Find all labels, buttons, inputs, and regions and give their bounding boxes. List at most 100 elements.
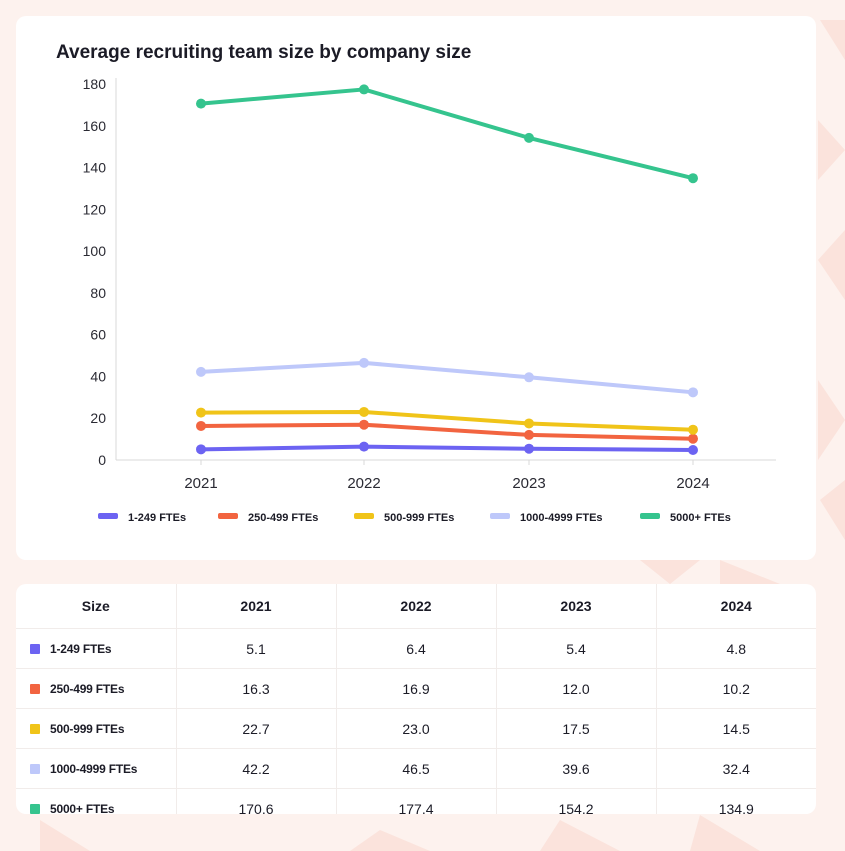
- table-cell-value: 17.5: [496, 708, 657, 749]
- data-point: [359, 406, 369, 417]
- y-tick-label: 40: [90, 368, 106, 384]
- x-tick-label: 2024: [676, 475, 709, 492]
- data-point: [196, 366, 206, 377]
- data-point: [359, 357, 369, 368]
- table-cell-size: 5000+ FTEs: [16, 788, 177, 815]
- legend-label: 1-249 FTEs: [128, 512, 186, 524]
- table-cell-value: 16.3: [176, 668, 337, 709]
- data-point: [359, 441, 369, 452]
- y-tick-label: 180: [83, 76, 107, 92]
- table-cell-value: 170.6: [176, 788, 337, 814]
- y-tick-label: 100: [83, 243, 107, 259]
- table-cell-value: 14.5: [656, 708, 816, 749]
- data-point: [196, 444, 206, 455]
- legend-swatch-icon: [640, 513, 660, 519]
- x-tick-label: 2021: [184, 475, 217, 492]
- table-header-year: 2024: [720, 598, 752, 614]
- table-cell-value: 12.0: [496, 668, 657, 709]
- row-label: 250-499 FTEs: [50, 681, 125, 696]
- legend-label: 1000-4999 FTEs: [520, 512, 603, 524]
- table-row: 250-499 FTEs 16.3 16.9 12.0 10.2: [16, 668, 816, 709]
- legend-swatch-icon: [354, 513, 374, 519]
- legend-swatch-icon: [490, 513, 510, 519]
- y-tick-label: 120: [83, 201, 107, 217]
- table-cell-value: 42.2: [176, 748, 337, 789]
- data-point: [359, 84, 369, 95]
- row-label: 500-999 FTEs: [50, 721, 125, 736]
- y-tick-label: 160: [83, 118, 107, 134]
- table-cell-value: 22.7: [176, 708, 337, 749]
- row-label: 1000-4999 FTEs: [50, 761, 138, 776]
- table-cell-value: 154.2: [496, 788, 657, 814]
- y-tick-label: 60: [90, 327, 106, 343]
- series-swatch-icon: [30, 803, 40, 814]
- series-line: [199, 422, 695, 441]
- table-row: 1000-4999 FTEs 42.2 46.5 39.6 32.4: [16, 748, 816, 789]
- data-point: [524, 443, 534, 454]
- data-point: [524, 418, 534, 429]
- data-point: [688, 173, 698, 184]
- series-swatch-icon: [30, 683, 40, 694]
- table-header-year: 2022: [336, 584, 497, 629]
- y-tick-label: 20: [90, 410, 106, 426]
- data-point: [688, 387, 698, 398]
- table-header-size: Size: [16, 584, 177, 629]
- data-point: [524, 132, 534, 143]
- data-point: [688, 424, 698, 435]
- table-cell-value: 10.2: [656, 668, 816, 709]
- legend-swatch-icon: [98, 513, 118, 519]
- chart-title: Average recruiting team size by company …: [56, 42, 472, 63]
- table-header-year: 2021: [176, 584, 337, 629]
- row-label: 1-249 FTEs: [50, 641, 112, 656]
- series-line: [199, 409, 695, 432]
- data-point: [524, 372, 534, 383]
- legend-swatch-icon: [218, 513, 238, 519]
- table-header-year: 2023: [496, 584, 657, 629]
- table-cell-value: 39.6: [496, 748, 657, 789]
- legend-label: 500-999 FTEs: [384, 512, 454, 524]
- table-row: 500-999 FTEs 22.7 23.0 17.5 14.5: [16, 708, 816, 749]
- x-tick-label: 2022: [347, 475, 380, 492]
- table-cell-value: 5.1: [176, 628, 337, 669]
- table-cell-value: 4.8: [656, 628, 816, 669]
- data-point: [359, 419, 369, 430]
- table-cell-size: 500-999 FTEs: [16, 708, 177, 749]
- table-cell-value: 177.4: [336, 788, 497, 814]
- table-row: 5000+ FTEs 170.6 177.4 154.2 134.9: [16, 788, 816, 815]
- series-line: [199, 360, 695, 395]
- table-cell-size: 1-249 FTEs: [16, 628, 177, 669]
- data-table-card: Size 2021 2022 2023 2024 1-249 FTEs 5.1 6.…: [16, 584, 816, 814]
- table-cell-value: 16.9: [336, 668, 497, 709]
- series-swatch-icon: [30, 643, 40, 654]
- table-cell-value: 23.0: [336, 708, 497, 749]
- x-tick-label: 2023: [512, 475, 545, 492]
- data-point: [196, 98, 206, 109]
- table-cell-size: 1000-4999 FTEs: [16, 748, 177, 789]
- y-tick-label: 0: [98, 452, 106, 468]
- data-table: Size 2021 2022 2023 2024 1-249 FTEs 5.1 6.…: [16, 584, 816, 814]
- table-cell-value: 6.4: [336, 628, 497, 669]
- y-tick-label: 80: [90, 285, 106, 301]
- table-cell-value: 46.5: [336, 748, 497, 789]
- table-cell-size: 250-499 FTEs: [16, 668, 177, 709]
- series-swatch-icon: [30, 763, 40, 774]
- data-point: [196, 407, 206, 418]
- legend-label: 5000+ FTEs: [670, 512, 731, 524]
- y-tick-label: 140: [83, 160, 107, 176]
- table-cell-value: 5.4: [496, 628, 657, 669]
- series-swatch-icon: [30, 723, 40, 734]
- table-cell-value: 134.9: [656, 788, 816, 814]
- data-point: [688, 444, 698, 455]
- line-chart: 0 20 40 60 80 100 120 140 160 180 2021 2022 2023 2024…: [83, 76, 776, 524]
- chart-card: Average recruiting team size by company …: [16, 16, 816, 560]
- series-line: [199, 444, 695, 452]
- table-cell-value: 32.4: [656, 748, 816, 789]
- table-row: 1-249 FTEs 5.1 6.4 5.4 4.8: [16, 628, 816, 669]
- table-header-row: Size 2021 2022 2023 2024: [16, 584, 816, 629]
- legend-label: 250-499 FTEs: [248, 512, 318, 524]
- data-point: [524, 429, 534, 440]
- data-point: [196, 420, 206, 431]
- series-line: [199, 87, 695, 181]
- data-point: [688, 433, 698, 444]
- row-label: 5000+ FTEs: [50, 801, 115, 815]
